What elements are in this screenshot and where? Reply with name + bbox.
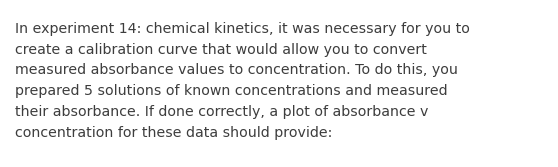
Text: In experiment 14: chemical kinetics, it was necessary for you to
create a calibr: In experiment 14: chemical kinetics, it … <box>15 22 470 140</box>
